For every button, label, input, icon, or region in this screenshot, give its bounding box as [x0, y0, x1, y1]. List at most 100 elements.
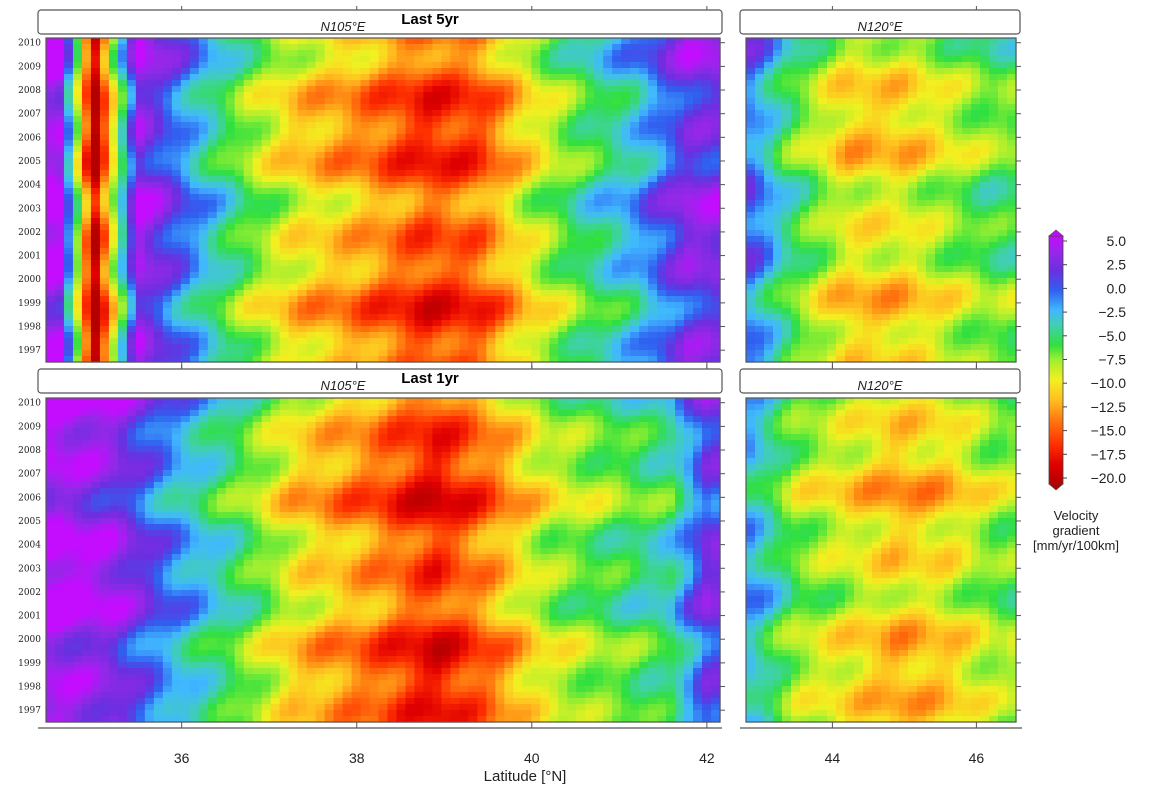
heatmap-cell	[450, 128, 460, 135]
heatmap-cell	[405, 68, 416, 75]
heatmap-cell	[702, 314, 712, 321]
heatmap-cell	[270, 248, 281, 255]
heatmap-cell	[459, 194, 469, 201]
heatmap-cell	[162, 284, 173, 291]
heatmap-cell	[63, 194, 74, 201]
heatmap-cell	[594, 248, 604, 255]
heatmap-cell	[207, 194, 218, 201]
heatmap-cell	[252, 338, 263, 345]
heatmap-cell	[333, 80, 344, 87]
heatmap-cell	[711, 332, 721, 339]
heatmap-cell	[270, 44, 281, 51]
heatmap-cell	[845, 68, 855, 75]
heatmap-cell	[791, 110, 801, 117]
heatmap-cell	[827, 68, 837, 75]
heatmap-cell	[306, 350, 317, 357]
heatmap-cell	[684, 242, 694, 249]
heatmap-cell	[702, 188, 712, 195]
heatmap-cell	[414, 314, 425, 321]
heatmap-cell	[989, 134, 999, 141]
heatmap-cell	[594, 230, 604, 237]
heatmap-cell	[423, 38, 434, 45]
heatmap-cell	[477, 146, 487, 153]
heatmap-cell	[414, 260, 425, 267]
heatmap-cell	[630, 56, 640, 63]
heatmap-cell	[684, 230, 694, 237]
heatmap-cell	[531, 92, 541, 99]
heatmap-cell	[684, 248, 694, 255]
heatmap-cell	[126, 266, 137, 273]
heatmap-cell	[189, 56, 200, 63]
heatmap-cell	[558, 266, 568, 273]
heatmap-cell	[198, 56, 209, 63]
heatmap-cell	[423, 128, 434, 135]
heatmap-cell	[693, 176, 703, 183]
heatmap-cell	[99, 296, 110, 303]
heatmap-cell	[108, 308, 119, 315]
heatmap-cell	[216, 254, 227, 261]
heatmap-cell	[836, 110, 846, 117]
heatmap-cell	[845, 86, 855, 93]
heatmap-cell	[450, 92, 460, 99]
heatmap-cell	[288, 194, 299, 201]
heatmap-cell	[198, 182, 209, 189]
heatmap-cell	[495, 332, 505, 339]
heatmap-cell	[630, 194, 640, 201]
heatmap-cell	[459, 188, 469, 195]
heatmap-cell	[935, 212, 945, 219]
heatmap-cell	[594, 104, 604, 111]
heatmap-cell	[980, 140, 990, 147]
heatmap-cell	[926, 152, 936, 159]
heatmap-cell	[540, 194, 550, 201]
heatmap-cell	[1007, 50, 1017, 57]
heatmap-cell	[90, 254, 101, 261]
heatmap-cell	[504, 326, 514, 333]
heatmap-cell	[755, 122, 765, 129]
heatmap-cell	[890, 188, 900, 195]
heatmap-cell	[261, 140, 272, 147]
heatmap-cell	[630, 98, 640, 105]
y-tick-label: 2001	[18, 252, 41, 262]
heatmap-cell	[189, 74, 200, 81]
heatmap-cell	[944, 128, 954, 135]
heatmap-cell	[540, 152, 550, 159]
heatmap-cell	[800, 194, 810, 201]
heatmap-cell	[90, 314, 101, 321]
heatmap-cell	[423, 80, 434, 87]
heatmap-cell	[324, 92, 335, 99]
heatmap-cell	[405, 140, 416, 147]
heatmap-cell	[935, 122, 945, 129]
heatmap-cell	[809, 188, 819, 195]
heatmap-cell	[144, 212, 155, 219]
heatmap-cell	[989, 182, 999, 189]
heatmap-cell	[306, 260, 317, 267]
heatmap-cell	[504, 104, 514, 111]
heatmap-cell	[711, 38, 721, 45]
heatmap-cell	[513, 266, 523, 273]
heatmap-cell	[477, 284, 487, 291]
heatmap-cell	[693, 356, 703, 363]
heatmap-cell	[504, 68, 514, 75]
heatmap-cell	[351, 278, 362, 285]
heatmap-cell	[396, 224, 407, 231]
heatmap-cell	[459, 302, 469, 309]
heatmap-cell	[342, 146, 353, 153]
heatmap-cell	[216, 296, 227, 303]
heatmap-cell	[854, 182, 864, 189]
heatmap-cell	[755, 176, 765, 183]
heatmap-cell	[162, 116, 173, 123]
heatmap-cell	[585, 338, 595, 345]
heatmap-cell	[234, 56, 245, 63]
heatmap-cell	[791, 38, 801, 45]
heatmap-cell	[800, 92, 810, 99]
heatmap-cell	[558, 242, 568, 249]
heatmap-cell	[180, 290, 191, 297]
heatmap-cell	[612, 86, 622, 93]
heatmap-cell	[279, 128, 290, 135]
heatmap-cell	[612, 218, 622, 225]
heatmap-cell	[207, 266, 218, 273]
heatmap-cell	[81, 212, 92, 219]
heatmap-cell	[962, 194, 972, 201]
heatmap-cell	[468, 314, 478, 321]
heatmap-cell	[791, 188, 801, 195]
